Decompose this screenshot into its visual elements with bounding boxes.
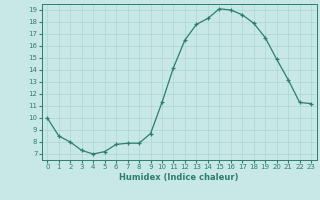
X-axis label: Humidex (Indice chaleur): Humidex (Indice chaleur) [119, 173, 239, 182]
